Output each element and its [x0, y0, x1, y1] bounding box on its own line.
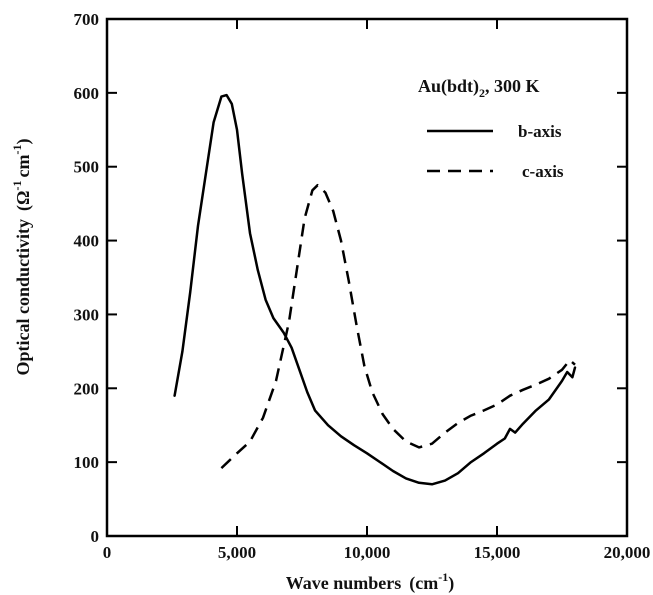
legend: b-axis c-axis — [427, 122, 564, 181]
annotation-subscript: 2 — [479, 86, 485, 100]
y-tick-label: 300 — [74, 305, 100, 324]
x-axis-title: Wave numbers (cm-1) — [286, 570, 455, 594]
plot-frame — [105, 17, 629, 538]
y-axis-unit-sup2: -1 — [10, 145, 24, 155]
y-tick-label: 100 — [74, 453, 100, 472]
legend-label-c-axis: c-axis — [522, 162, 564, 181]
series-layer — [173, 93, 577, 486]
annotation-rest: , 300 K — [485, 76, 540, 96]
y-axis-unit-mid: cm — [13, 155, 33, 178]
series-line-b-axis — [173, 93, 577, 486]
y-tick-label: 400 — [74, 232, 100, 251]
plot-area — [105, 17, 629, 538]
x-tick-label: 20,000 — [604, 543, 651, 562]
legend-label-b-axis: b-axis — [518, 122, 562, 141]
chart-annotation: Au(bdt)2, 300 K — [418, 76, 540, 100]
annotation-base: Au(bdt) — [418, 76, 479, 97]
x-axis-unit-base: (cm — [409, 573, 438, 594]
axis-ticks: 0 5,000 10,000 15,000 20,000 0 100 200 300 400 500… — [74, 10, 651, 562]
x-tick-label: 0 — [103, 543, 112, 562]
y-axis-unit-close: ) — [13, 139, 34, 145]
y-tick-label: 700 — [74, 10, 100, 29]
x-axis-title-text: Wave numbers — [286, 573, 402, 593]
x-axis-unit-sup: -1 — [438, 570, 448, 584]
y-tick-label: 500 — [74, 158, 100, 177]
y-axis-unit-base: (Ω — [13, 191, 34, 211]
y-tick-label: 200 — [74, 379, 100, 398]
x-axis-unit-close: ) — [448, 573, 454, 594]
y-tick-label: 600 — [74, 84, 100, 103]
x-tick-label: 15,000 — [474, 543, 521, 562]
x-tick-label: 10,000 — [344, 543, 391, 562]
y-axis-title-text: Optical conductivity — [13, 219, 33, 376]
y-axis-unit-sup1: -1 — [10, 181, 24, 191]
y-tick-label: 0 — [91, 527, 100, 546]
y-axis-title: Optical conductivity(Ω-1cm-1) — [10, 139, 34, 376]
x-tick-label: 5,000 — [218, 543, 256, 562]
